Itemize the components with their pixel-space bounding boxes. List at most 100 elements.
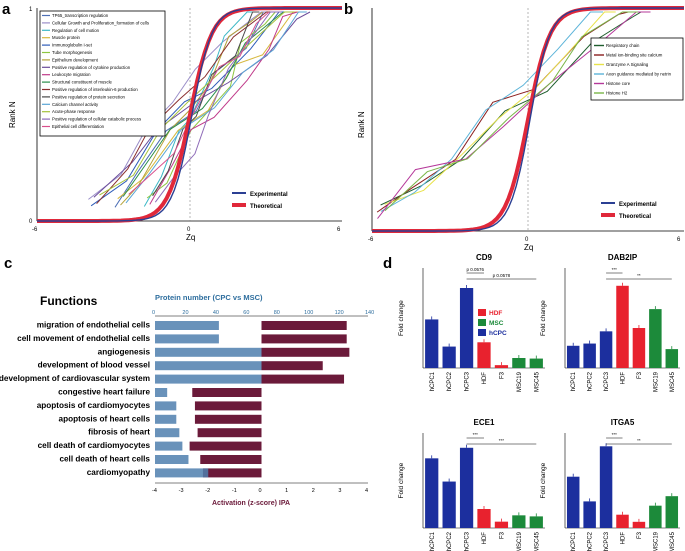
category-tick-label: HDF — [620, 532, 626, 545]
category-tick-label: hCPC3 — [604, 531, 610, 551]
gene-set-line-9 — [122, 11, 285, 197]
category-tick-label: MSC45 — [670, 531, 676, 551]
significance-annotation: ** — [637, 438, 641, 443]
legend-label-geneset-2: Regulation of cell motion — [52, 28, 100, 33]
gene-set-line-12 — [125, 11, 307, 204]
legend-label-theoretical: Theoretical — [250, 204, 282, 210]
zscore-axis-tick-1: 1 — [285, 488, 288, 494]
significance-annotation: *** — [612, 267, 618, 272]
gene-set-line-7 — [93, 11, 311, 198]
fold-change-bar — [425, 458, 439, 528]
protein-axis-tick-80: 80 — [274, 310, 280, 316]
fold-change-ylabel: Fold change — [540, 300, 547, 336]
panel-letter-c: c — [4, 255, 12, 272]
panel-b-xtick-zero: 0 — [525, 237, 529, 243]
legend-label-geneset-3: Muscle protein — [52, 35, 81, 40]
protein-number-bar — [155, 401, 177, 411]
fold-change-bar — [425, 319, 439, 368]
function-label: cell movement of endothelial cells — [17, 334, 150, 343]
category-tick-label: hCPC2 — [588, 371, 594, 391]
activation-axis-label: Activation (z-score) IPA — [212, 500, 290, 507]
zscore-axis-tick-0: 0 — [259, 488, 262, 494]
gene-set-line-2 — [384, 11, 616, 205]
panel-letter-a: a — [2, 1, 11, 18]
category-tick-label: MSC19 — [517, 371, 523, 392]
function-label: development of blood vessel — [38, 361, 150, 370]
zscore-bar — [194, 414, 262, 424]
category-tick-label: hCPC3 — [465, 371, 471, 391]
protein-number-bar — [155, 374, 262, 384]
panel-a-ylabel: Rank N — [8, 101, 17, 128]
protein-axis-tick-0: 0 — [152, 310, 155, 316]
gene-set-line-6 — [120, 11, 263, 206]
fold-change-ylabel: Fold change — [398, 300, 405, 336]
legend-label-geneset-14: Positive regulation of cellular cataboli… — [52, 117, 141, 122]
category-tick-label: hCPC1 — [571, 371, 577, 391]
fold-change-bar — [616, 285, 629, 368]
protein-axis-tick-40: 40 — [213, 310, 219, 316]
legend-swatch-hcpc — [478, 329, 486, 336]
significance-annotation: *** — [473, 432, 479, 437]
gene-set-line-8 — [149, 11, 298, 205]
zscore-bar — [200, 455, 262, 464]
gene-set-line-1 — [88, 11, 266, 200]
panel-a-xtick-max: 6 — [337, 227, 341, 233]
fold-change-bar — [529, 516, 543, 528]
legend-swatch-msc — [478, 319, 486, 326]
legend-label-geneset-b-4: Histone core — [606, 81, 631, 86]
function-label: cardiomyopathy — [87, 468, 151, 477]
gene-panel-itga5: ITGA5 hCPC1 hCPC2 hCPC3 HDF F3 MSC19 MSC45 Fold … — [540, 418, 680, 551]
category-tick-label: HDF — [482, 532, 488, 545]
gene-title: DAB2IP — [608, 253, 638, 262]
gene-title: ECE1 — [474, 418, 495, 427]
gene-set-line-4 — [377, 11, 651, 219]
protein-number-bar — [155, 428, 180, 438]
fold-change-bar — [512, 358, 526, 368]
protein-number-bar — [155, 414, 177, 424]
significance-annotation: p 0.0578 — [493, 273, 511, 278]
panel-letter-d: d — [383, 255, 392, 272]
fold-change-bar — [442, 346, 456, 368]
protein-number-bar — [155, 468, 209, 478]
zscore-bar — [261, 321, 347, 330]
panel-letter-b: b — [344, 1, 353, 18]
gene-set-line-5 — [146, 11, 276, 199]
legend-label-b-theoretical: Theoretical — [619, 214, 651, 220]
function-label: cell death of heart cells — [59, 455, 150, 464]
category-tick-label: hCPC2 — [447, 531, 453, 551]
gene-set-line-3 — [380, 11, 604, 212]
gene-set-line-13 — [99, 11, 295, 196]
category-tick-label: HDF — [482, 372, 488, 385]
fold-change-bar — [477, 509, 491, 528]
legend-swatch-hdf — [478, 309, 486, 316]
protein-number-bar — [155, 388, 168, 397]
panel-a-xtick-zero: 0 — [187, 227, 191, 233]
panel-a-xlabel: Zq — [186, 233, 195, 242]
zscore-axis-tick--2: -2 — [205, 488, 210, 494]
legend-label-hdf: HDF — [489, 310, 502, 317]
significance-annotation: p 0.0576 — [467, 267, 485, 272]
protein-number-bar — [155, 441, 183, 451]
protein-axis-tick-20: 20 — [182, 310, 188, 316]
legend-label-geneset-13: Acute-phase response — [52, 109, 96, 114]
fold-change-bar — [566, 476, 580, 528]
category-tick-label: hCPC1 — [571, 531, 577, 551]
panel-a-ytick-bottom: 0 — [29, 219, 33, 225]
function-label: apoptosis of heart cells — [59, 414, 151, 423]
panel-d-legend: HDF MSC hCPC — [478, 309, 507, 337]
gene-panel-dab2ip: DAB2IP hCPC1 hCPC2 hCPC3 HDF F3 MSC19 MSC45 Fold… — [540, 253, 680, 392]
zscore-axis-tick-2: 2 — [312, 488, 315, 494]
category-tick-label: F3 — [500, 371, 506, 379]
category-tick-label: MSC19 — [653, 371, 659, 392]
legend-label-geneset-9: Structural constituent of muscle — [52, 80, 113, 85]
significance-annotation: *** — [612, 432, 618, 437]
category-tick-label: MSC45 — [534, 371, 540, 392]
legend-label-geneset-6: Epithelium development — [52, 57, 99, 62]
fold-change-bar — [494, 365, 509, 368]
category-tick-label: F3 — [637, 371, 643, 379]
legend-label-geneset-7: Positive regulation of cytokine producti… — [52, 65, 131, 70]
legend-label-geneset-10: Positive regulation of interleukin-6 pro… — [52, 87, 138, 92]
category-tick-label: MSC45 — [670, 371, 676, 392]
category-tick-label: hCPC3 — [465, 531, 471, 551]
panel-b-ylabel: Rank N — [357, 111, 366, 138]
